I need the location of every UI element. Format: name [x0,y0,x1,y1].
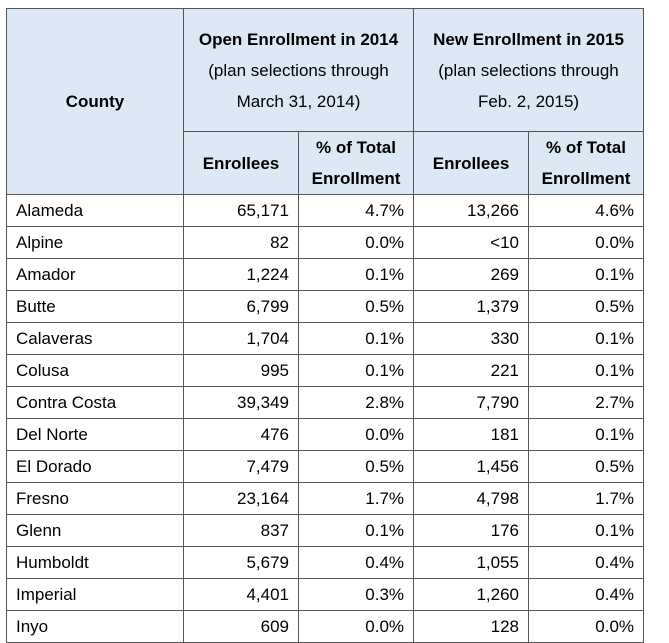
table-row: Imperial 4,401 0.3% 1,260 0.4% [6,578,645,611]
enrollment-table: County Open Enrollment in 2014 (plan sele… [6,8,645,643]
table-cell: 4,401 [183,578,299,611]
table-cell: 65,171 [183,194,299,227]
table-cell: 7,479 [183,450,299,483]
header-cell: Open Enrollment in 2014 (plan selections … [182,8,415,132]
table-row: El Dorado 7,479 0.5% 1,456 0.5% [6,450,645,483]
table-cell: 0.1% [528,354,645,387]
header-cell: County [6,8,184,195]
table-cell: Colusa [6,354,184,387]
table-cell: 0.1% [297,322,415,355]
header-title: Open Enrollment in 2014 [198,29,399,49]
table-cell: Amador [6,258,184,291]
table-row: Fresno 23,164 1.7% 4,798 1.7% [6,482,645,515]
header-cell: New Enrollment in 2015 (plan selections t… [413,8,645,132]
table-cell: 1,704 [183,322,299,355]
table-row: Alpine 82 0.0% <10 0.0% [6,226,645,259]
table-cell: 4.6% [528,194,645,227]
header-note: (plan selections through Feb. 2, 2015) [438,60,619,111]
table-cell: Imperial [6,578,184,611]
table-row: Butte 6,799 0.5% 1,379 0.5% [6,290,645,323]
table-cell: <10 [413,226,530,259]
table-row: Alameda 65,171 4.7% 13,266 4.6% [6,194,645,227]
header-cell: % of Total Enrollment [528,131,645,195]
table-cell: 1,379 [413,290,530,323]
table-row: Del Norte 476 0.0% 181 0.1% [6,418,645,451]
table-cell: 2.8% [297,386,415,419]
table-cell: Calaveras [6,322,184,355]
table-cell: 609 [183,610,299,643]
table-row: Calaveras 1,704 0.1% 330 0.1% [6,322,645,355]
table-body: Alameda 65,171 4.7% 13,266 4.6% Alpine 82 0.0% <… [6,194,645,643]
table-cell: 0.1% [528,258,645,291]
page: County Open Enrollment in 2014 (plan sele… [6,8,645,643]
table-cell: 0.0% [297,226,415,259]
table-cell: 0.1% [528,418,645,451]
table-row: Inyo 609 0.0% 128 0.0% [6,610,645,643]
table-cell: 0.1% [528,514,645,547]
table-cell: 4,798 [413,482,530,515]
table-cell: El Dorado [6,450,184,483]
table-cell: 0.4% [528,546,645,579]
table-cell: 269 [413,258,530,291]
table-cell: Del Norte [6,418,184,451]
table-cell: 128 [413,610,530,643]
table-cell: 181 [413,418,530,451]
table-cell: 176 [413,514,530,547]
table-cell: Alameda [6,194,184,227]
table-cell: Butte [6,290,184,323]
table-cell: 221 [413,354,530,387]
table-cell: 13,266 [413,194,530,227]
table-cell: 1,055 [413,546,530,579]
table-cell: 1,260 [413,578,530,611]
table-row: Colusa 995 0.1% 221 0.1% [6,354,645,387]
table-cell: 330 [413,322,530,355]
table-row: Humboldt 5,679 0.4% 1,055 0.4% [6,546,645,579]
table-cell: 7,790 [413,386,530,419]
table-cell: 0.4% [528,578,645,611]
table-cell: Glenn [6,514,184,547]
table-cell: 0.1% [528,322,645,355]
table-cell: 2.7% [528,386,645,419]
table-cell: 837 [183,514,299,547]
table-cell: Humboldt [6,546,184,579]
table-cell: 0.0% [528,226,645,259]
table-cell: 0.0% [297,418,415,451]
table-cell: 1.7% [528,482,645,515]
table-cell: 1,456 [413,450,530,483]
header-note: (plan selections through March 31, 2014) [208,60,389,111]
table-cell: 4.7% [297,194,415,227]
table-cell: 995 [183,354,299,387]
table-cell: 0.5% [297,290,415,323]
header-cell: Enrollees [413,131,530,195]
table-cell: 0.1% [297,258,415,291]
table-cell: Alpine [6,226,184,259]
table-cell: 82 [183,226,299,259]
header-cell: Enrollees [183,131,299,195]
table-cell: 0.5% [528,450,645,483]
table-cell: Inyo [6,610,184,643]
table-cell: 23,164 [183,482,299,515]
table-cell: 0.5% [297,450,415,483]
table-cell: 0.1% [297,354,415,387]
table-cell: 0.1% [297,514,415,547]
table-cell: 39,349 [183,386,299,419]
header-cell: % of Total Enrollment [297,131,415,195]
table-cell: 6,799 [183,290,299,323]
table-cell: 0.3% [297,578,415,611]
table-cell: 0.0% [528,610,645,643]
table-cell: 0.5% [528,290,645,323]
table-cell: 1.7% [297,482,415,515]
table-row: Amador 1,224 0.1% 269 0.1% [6,258,645,291]
header-title: New Enrollment in 2015 [433,29,624,49]
table-row: Contra Costa 39,349 2.8% 7,790 2.7% [6,386,645,419]
table-cell: 476 [183,418,299,451]
table-cell: Fresno [6,482,184,515]
table-cell: Contra Costa [6,386,184,419]
table-cell: 5,679 [183,546,299,579]
table-cell: 0.4% [297,546,415,579]
table-cell: 1,224 [183,258,299,291]
table-cell: 0.0% [297,610,415,643]
header-text: County [65,92,125,111]
table-row: Glenn 837 0.1% 176 0.1% [6,514,645,547]
